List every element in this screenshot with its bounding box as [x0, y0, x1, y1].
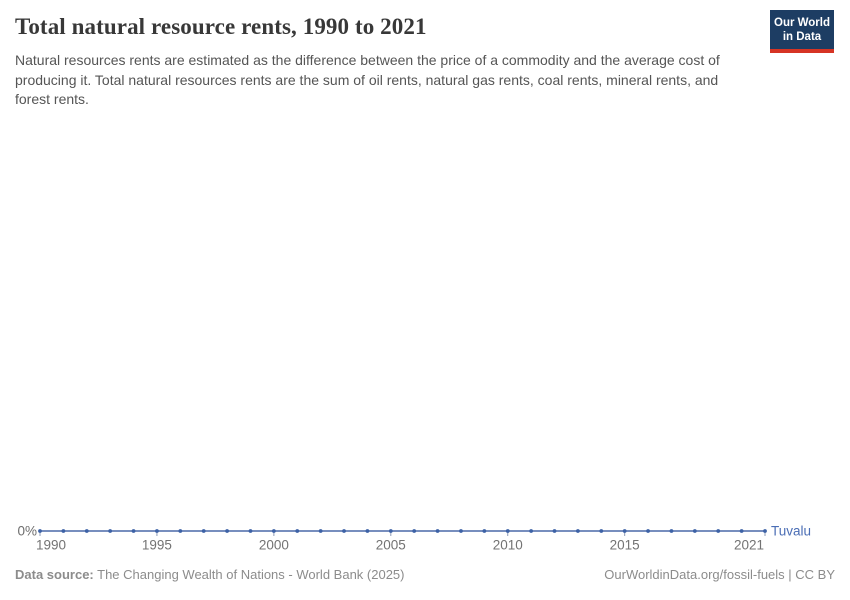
- x-axis-label: 2010: [493, 538, 523, 553]
- data-point[interactable]: [295, 529, 300, 533]
- data-source-label: Data source:: [15, 567, 94, 582]
- data-point[interactable]: [271, 529, 276, 533]
- x-axis-label: 1990: [36, 538, 66, 553]
- chart-subtitle: Natural resources rents are estimated as…: [15, 52, 720, 107]
- data-point[interactable]: [342, 529, 346, 533]
- data-point[interactable]: [225, 529, 229, 533]
- data-point[interactable]: [646, 529, 650, 533]
- y-axis-label: 0%: [17, 524, 37, 539]
- chart-title: Total natural resource rents, 1990 to 20…: [15, 14, 427, 39]
- attribution-link[interactable]: OurWorldinData.org/fossil-fuels | CC BY: [604, 567, 835, 582]
- data-point[interactable]: [576, 529, 580, 533]
- data-point[interactable]: [505, 529, 510, 533]
- logo-line2: in Data: [782, 31, 822, 43]
- data-point[interactable]: [84, 529, 89, 533]
- entity-label[interactable]: Tuvalu: [771, 524, 811, 539]
- data-point[interactable]: [552, 529, 557, 533]
- chart-footer: Data source: The Changing Wealth of Nati…: [15, 566, 835, 583]
- data-point[interactable]: [412, 529, 417, 533]
- x-axis-label: 2000: [259, 538, 289, 553]
- data-point[interactable]: [178, 529, 183, 533]
- logo-line1: Our World: [774, 17, 831, 29]
- data-point[interactable]: [388, 529, 393, 533]
- data-point[interactable]: [38, 529, 42, 533]
- data-point[interactable]: [529, 529, 534, 533]
- data-source-value: The Changing Wealth of Nations - World B…: [97, 567, 405, 582]
- data-point[interactable]: [692, 529, 697, 533]
- data-point[interactable]: [599, 529, 604, 533]
- data-point[interactable]: [763, 529, 767, 533]
- data-point[interactable]: [365, 529, 370, 533]
- x-axis-label: 2015: [610, 538, 640, 553]
- owid-logo[interactable]: Our World in Data: [770, 10, 834, 53]
- data-point[interactable]: [669, 529, 674, 533]
- data-point[interactable]: [435, 529, 440, 533]
- data-point[interactable]: [61, 529, 66, 533]
- data-point[interactable]: [318, 529, 323, 533]
- x-axis-label: 2005: [376, 538, 406, 553]
- data-point[interactable]: [108, 529, 113, 533]
- data-point[interactable]: [131, 529, 136, 533]
- data-point[interactable]: [248, 529, 253, 533]
- data-point[interactable]: [482, 529, 487, 533]
- data-point[interactable]: [155, 529, 159, 533]
- x-axis-label: 1995: [142, 538, 172, 553]
- chart-svg: 1990 1995 2000 2005 2010 2015 2021 0% Tuvalu: [17, 524, 811, 553]
- data-point[interactable]: [622, 529, 627, 533]
- data-point[interactable]: [201, 529, 206, 533]
- data-point[interactable]: [459, 529, 463, 533]
- data-source: Data source: The Changing Wealth of Nati…: [15, 566, 405, 583]
- data-point[interactable]: [716, 529, 721, 533]
- x-axis-label: 2021: [734, 538, 764, 553]
- data-point[interactable]: [739, 529, 744, 533]
